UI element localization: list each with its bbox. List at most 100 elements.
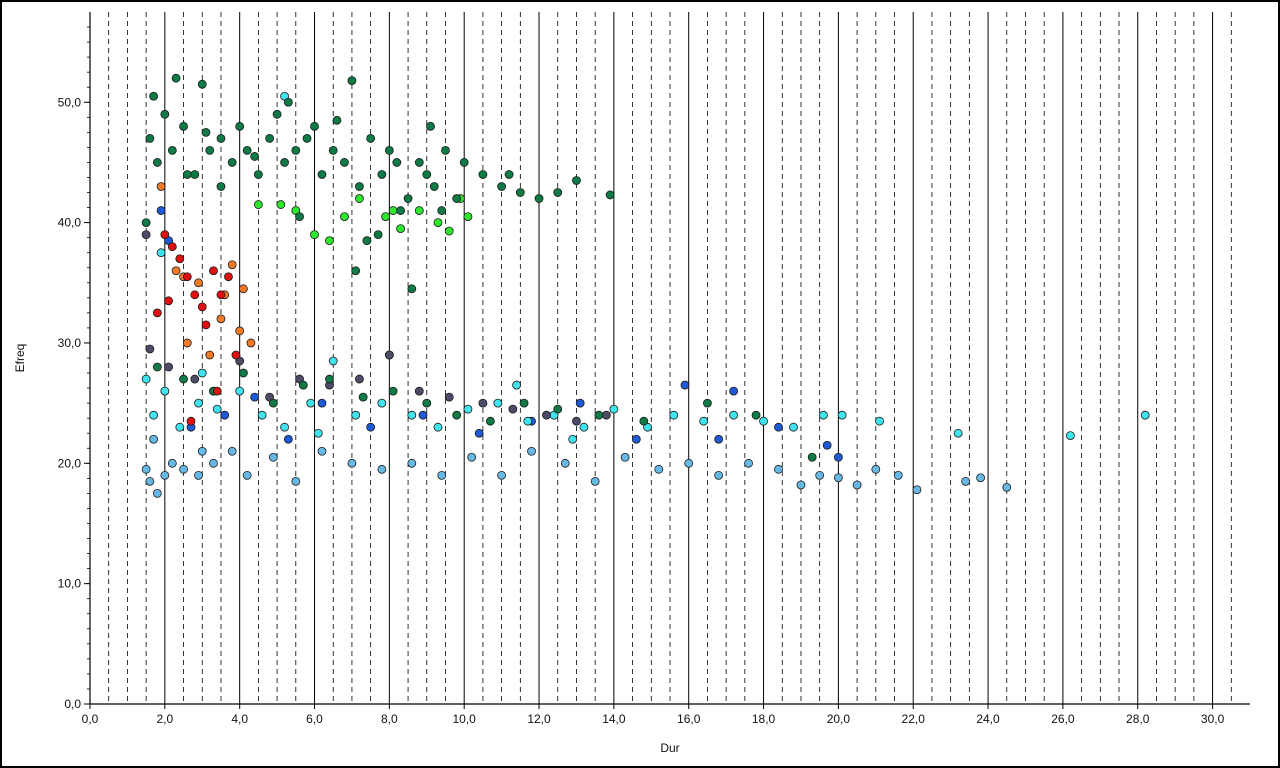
point	[789, 422, 798, 432]
point	[703, 398, 712, 408]
point	[392, 158, 402, 167]
point	[437, 470, 447, 480]
point	[276, 200, 286, 209]
point	[639, 416, 649, 426]
point	[852, 480, 862, 490]
point	[594, 410, 604, 420]
point	[160, 230, 170, 240]
point	[145, 133, 155, 143]
point	[239, 368, 248, 378]
point	[190, 290, 200, 300]
point	[714, 470, 724, 480]
point	[145, 344, 155, 354]
x-tick-label: 16,0	[677, 712, 701, 726]
point	[242, 145, 252, 155]
point	[280, 422, 289, 432]
point	[504, 170, 514, 179]
point	[373, 230, 383, 240]
x-tick-label: 6,0	[306, 712, 323, 726]
point	[819, 410, 828, 420]
point	[822, 440, 832, 450]
point	[164, 296, 173, 306]
point	[362, 236, 372, 246]
point	[179, 121, 188, 131]
point	[265, 133, 275, 143]
point	[310, 230, 319, 240]
y-tick-label: 20,0	[58, 456, 82, 470]
point	[216, 290, 226, 300]
point	[751, 410, 761, 420]
point	[485, 416, 495, 426]
point	[156, 248, 166, 258]
point	[542, 410, 551, 420]
point	[280, 158, 289, 167]
point	[325, 374, 334, 384]
x-tick-label: 12,0	[527, 712, 551, 726]
point	[141, 218, 151, 228]
point	[414, 386, 424, 396]
point	[433, 218, 443, 228]
y-axis-title: Efreq	[13, 344, 27, 373]
point	[744, 458, 753, 468]
y-tick-label: 10,0	[58, 577, 82, 591]
point	[493, 398, 503, 408]
point	[194, 398, 203, 408]
point	[527, 446, 536, 456]
x-tick-label: 30,0	[1201, 712, 1225, 726]
point	[194, 278, 203, 288]
point	[377, 464, 387, 474]
point	[201, 127, 211, 137]
point	[893, 470, 903, 480]
point	[340, 212, 349, 221]
point	[590, 476, 600, 486]
point	[328, 356, 338, 366]
point	[429, 182, 439, 191]
point	[209, 266, 218, 276]
point	[141, 230, 151, 240]
point	[175, 422, 185, 432]
point	[268, 452, 278, 462]
point	[190, 170, 200, 179]
point	[149, 434, 159, 444]
point	[669, 410, 679, 420]
point	[366, 133, 376, 143]
point	[212, 386, 222, 396]
point	[837, 410, 847, 420]
point	[149, 410, 159, 420]
point	[235, 121, 245, 131]
point	[680, 380, 690, 390]
x-tick-label: 14,0	[602, 712, 626, 726]
point	[197, 302, 207, 312]
point	[291, 145, 301, 155]
point	[175, 254, 185, 264]
y-tick-label: 0,0	[64, 697, 81, 711]
point	[403, 194, 413, 203]
point	[575, 398, 585, 408]
point	[572, 416, 581, 426]
point	[152, 308, 162, 318]
point	[396, 224, 405, 234]
point	[182, 272, 192, 282]
point	[534, 194, 544, 203]
point	[774, 422, 783, 432]
x-axis-title: Dur	[660, 741, 679, 755]
point	[414, 206, 424, 215]
point	[452, 194, 462, 203]
point	[407, 410, 417, 420]
point	[152, 158, 162, 167]
point	[631, 434, 641, 444]
point	[478, 398, 488, 408]
point	[418, 410, 428, 420]
point	[366, 422, 376, 432]
point	[317, 398, 327, 408]
point	[209, 458, 218, 468]
point	[325, 236, 334, 246]
point	[182, 338, 192, 348]
point	[497, 470, 507, 480]
point	[212, 404, 222, 414]
point	[508, 404, 518, 414]
point	[601, 410, 611, 420]
point	[310, 121, 319, 131]
point	[568, 434, 578, 444]
